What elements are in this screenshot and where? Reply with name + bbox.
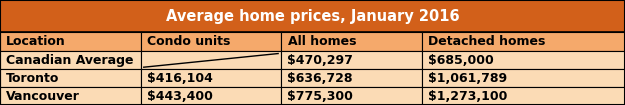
Bar <box>422 51 625 69</box>
Bar <box>281 87 422 105</box>
Text: $775,300: $775,300 <box>288 90 353 103</box>
Bar <box>0 0 625 32</box>
Bar <box>0 87 141 105</box>
Bar <box>422 87 625 105</box>
Text: $470,297: $470,297 <box>288 54 353 67</box>
Text: Vancouver: Vancouver <box>6 90 80 103</box>
Bar <box>0 32 141 51</box>
Bar <box>141 32 281 51</box>
Text: $416,104: $416,104 <box>147 72 213 85</box>
Text: $443,400: $443,400 <box>147 90 213 103</box>
Text: Location: Location <box>6 35 66 48</box>
Bar <box>141 51 281 69</box>
Text: $685,000: $685,000 <box>428 54 494 67</box>
Text: Canadian Average: Canadian Average <box>6 54 134 67</box>
Bar <box>422 69 625 87</box>
Text: Detached homes: Detached homes <box>428 35 546 48</box>
Text: $636,728: $636,728 <box>288 72 353 85</box>
Text: $1,273,100: $1,273,100 <box>428 90 508 103</box>
Text: Condo units: Condo units <box>147 35 230 48</box>
Text: Toronto: Toronto <box>6 72 59 85</box>
Bar <box>281 51 422 69</box>
Text: All homes: All homes <box>288 35 356 48</box>
Bar <box>281 32 422 51</box>
Bar <box>141 69 281 87</box>
Text: Average home prices, January 2016: Average home prices, January 2016 <box>166 9 459 24</box>
Text: $1,061,789: $1,061,789 <box>428 72 508 85</box>
Bar <box>281 69 422 87</box>
Bar <box>0 51 141 69</box>
Bar <box>0 69 141 87</box>
Bar <box>422 32 625 51</box>
Bar <box>141 87 281 105</box>
